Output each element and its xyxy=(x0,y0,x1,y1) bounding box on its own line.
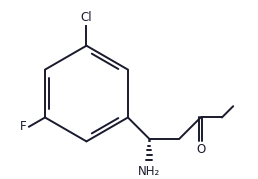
Text: O: O xyxy=(196,143,205,156)
Text: Cl: Cl xyxy=(81,11,92,24)
Text: NH₂: NH₂ xyxy=(138,165,160,178)
Text: F: F xyxy=(20,120,26,133)
